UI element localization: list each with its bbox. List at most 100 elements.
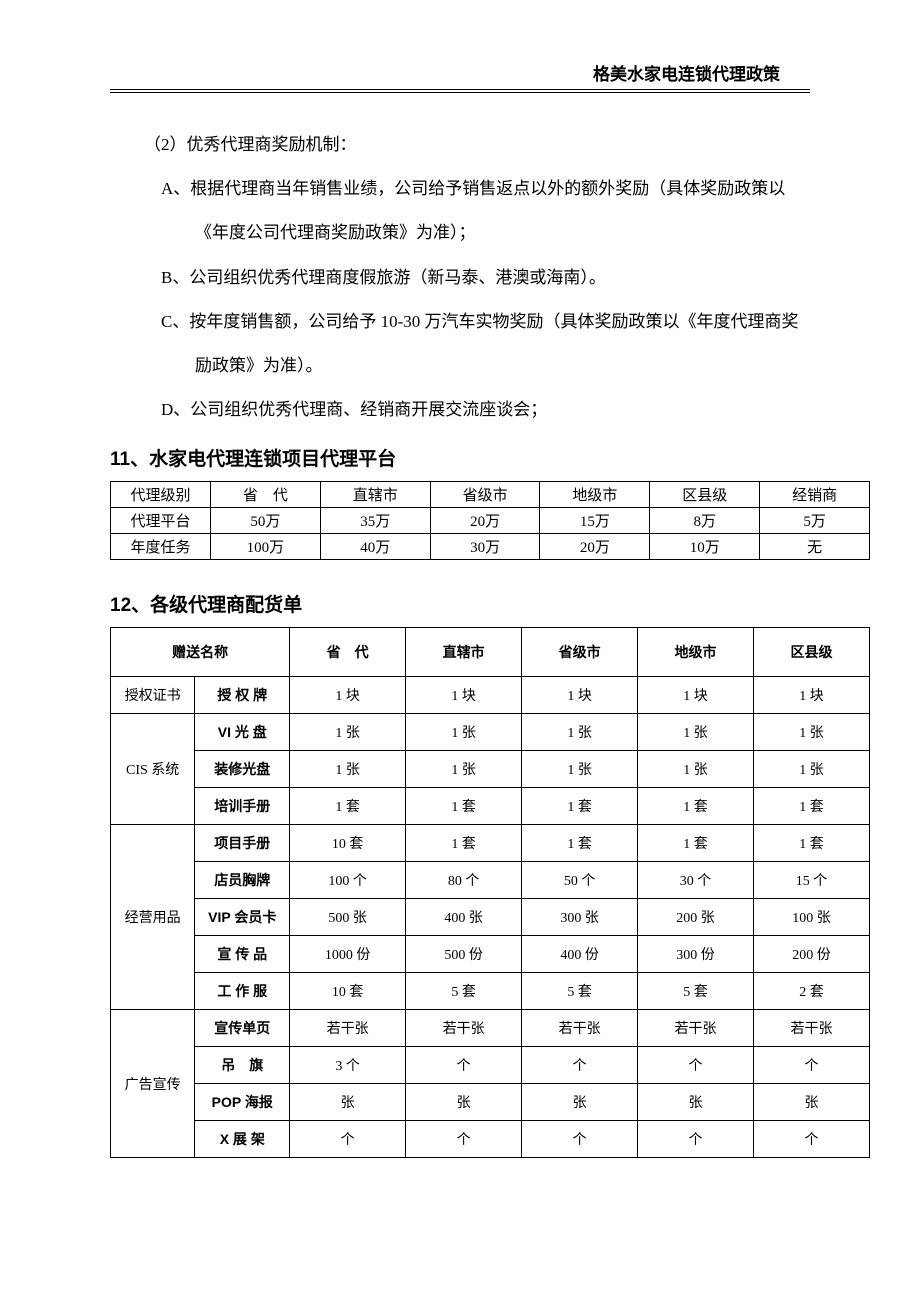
col-head: 区县级 xyxy=(650,482,760,508)
item-name: 吊 旗 xyxy=(195,1047,290,1084)
cell: 400 份 xyxy=(522,936,638,973)
cell: 张 xyxy=(406,1084,522,1121)
cell: 200 份 xyxy=(754,936,870,973)
intro-a: A、根据代理商当年销售业绩，公司给予销售返点以外的额外奖励（具体奖励政策以《年度… xyxy=(110,167,810,255)
cell: 张 xyxy=(522,1084,638,1121)
table-row: 年度任务 100万 40万 30万 20万 10万 无 xyxy=(111,534,870,560)
intro-c: C、按年度销售额，公司给予 10-30 万汽车实物奖励（具体奖励政策以《年度代理… xyxy=(110,300,810,388)
cell: 1 张 xyxy=(406,714,522,751)
col-head: 省级市 xyxy=(430,482,540,508)
cell: 若干张 xyxy=(406,1010,522,1047)
group-label: 授权证书 xyxy=(111,677,195,714)
cell: 30 个 xyxy=(638,862,754,899)
row-label: 代理平台 xyxy=(111,508,211,534)
group-label: 广告宣传 xyxy=(111,1010,195,1158)
table-row: 授权证书 授 权 牌 1 块 1 块 1 块 1 块 1 块 xyxy=(111,677,870,714)
cell: 20万 xyxy=(430,508,540,534)
cell: 100万 xyxy=(211,534,321,560)
cell: 1 张 xyxy=(638,751,754,788)
cell: 张 xyxy=(754,1084,870,1121)
section-11-heading: 11、水家电代理连锁项目代理平台 xyxy=(110,444,840,471)
table-row: X 展 架 个 个 个 个 个 xyxy=(111,1121,870,1158)
cell: 1 块 xyxy=(754,677,870,714)
table-header-row: 赠送名称 省 代 直辖市 省级市 地级市 区县级 xyxy=(111,628,870,677)
col-head: 区县级 xyxy=(754,628,870,677)
cell: 1 套 xyxy=(754,788,870,825)
cell: 个 xyxy=(522,1121,638,1158)
cell: 5 套 xyxy=(522,973,638,1010)
item-name: VI 光 盘 xyxy=(195,714,290,751)
cell: 1 块 xyxy=(406,677,522,714)
page-header: 格美水家电连锁代理政策 xyxy=(80,60,840,85)
cell: 5 套 xyxy=(638,973,754,1010)
row-label: 年度任务 xyxy=(111,534,211,560)
cell: 若干张 xyxy=(522,1010,638,1047)
cell: 1 块 xyxy=(522,677,638,714)
cell: 300 份 xyxy=(638,936,754,973)
table-distribution-list: 赠送名称 省 代 直辖市 省级市 地级市 区县级 授权证书 授 权 牌 1 块 … xyxy=(110,627,870,1158)
header-rule xyxy=(110,89,810,93)
cell: 1 块 xyxy=(638,677,754,714)
section-12-heading: 12、各级代理商配货单 xyxy=(110,590,840,617)
cell: 300 张 xyxy=(522,899,638,936)
header-title: 格美水家电连锁代理政策 xyxy=(593,65,780,84)
cell: 无 xyxy=(760,534,870,560)
cell: 个 xyxy=(754,1121,870,1158)
item-name: VIP 会员卡 xyxy=(195,899,290,936)
cell: 个 xyxy=(638,1047,754,1084)
cell: 1 块 xyxy=(290,677,406,714)
cell: 1 套 xyxy=(406,825,522,862)
cell: 1 张 xyxy=(290,751,406,788)
cell: 个 xyxy=(522,1047,638,1084)
group-label: 经营用品 xyxy=(111,825,195,1010)
col-head: 直辖市 xyxy=(320,482,430,508)
table-row: 代理平台 50万 35万 20万 15万 8万 5万 xyxy=(111,508,870,534)
cell: 100 张 xyxy=(754,899,870,936)
col-head: 省 代 xyxy=(211,482,321,508)
table-row: CIS 系统 VI 光 盘 1 张 1 张 1 张 1 张 1 张 xyxy=(111,714,870,751)
cell: 100 个 xyxy=(290,862,406,899)
item-name: 培训手册 xyxy=(195,788,290,825)
cell: 5万 xyxy=(760,508,870,534)
table-row: 培训手册 1 套 1 套 1 套 1 套 1 套 xyxy=(111,788,870,825)
item-name: 授 权 牌 xyxy=(195,677,290,714)
cell: 1 张 xyxy=(522,751,638,788)
cell: 500 份 xyxy=(406,936,522,973)
cell: 5 套 xyxy=(406,973,522,1010)
table-row: 代理级别 省 代 直辖市 省级市 地级市 区县级 经销商 xyxy=(111,482,870,508)
cell: 50万 xyxy=(211,508,321,534)
intro-block: （2）优秀代理商奖励机制： A、根据代理商当年销售业绩，公司给予销售返点以外的额… xyxy=(80,123,840,432)
item-name: X 展 架 xyxy=(195,1121,290,1158)
cell: 1 张 xyxy=(290,714,406,751)
item-name: POP 海报 xyxy=(195,1084,290,1121)
cell: 35万 xyxy=(320,508,430,534)
cell: 1 套 xyxy=(638,825,754,862)
intro-lead: （2）优秀代理商奖励机制： xyxy=(110,123,810,167)
cell: 若干张 xyxy=(638,1010,754,1047)
cell: 若干张 xyxy=(754,1010,870,1047)
table-row: 吊 旗 3 个 个 个 个 个 xyxy=(111,1047,870,1084)
cell: 40万 xyxy=(320,534,430,560)
col-head: 地级市 xyxy=(638,628,754,677)
table-agency-platform: 代理级别 省 代 直辖市 省级市 地级市 区县级 经销商 代理平台 50万 35… xyxy=(110,481,870,560)
cell: 个 xyxy=(754,1047,870,1084)
cell: 1 套 xyxy=(406,788,522,825)
cell: 个 xyxy=(406,1047,522,1084)
cell: 2 套 xyxy=(754,973,870,1010)
cell: 400 张 xyxy=(406,899,522,936)
table-row: POP 海报 张 张 张 张 张 xyxy=(111,1084,870,1121)
cell: 1 套 xyxy=(638,788,754,825)
intro-d: D、公司组织优秀代理商、经销商开展交流座谈会； xyxy=(110,388,810,432)
item-name: 装修光盘 xyxy=(195,751,290,788)
cell: 个 xyxy=(290,1121,406,1158)
item-name: 项目手册 xyxy=(195,825,290,862)
cell: 10 套 xyxy=(290,973,406,1010)
table-row: 装修光盘 1 张 1 张 1 张 1 张 1 张 xyxy=(111,751,870,788)
table-row: 工 作 服 10 套 5 套 5 套 5 套 2 套 xyxy=(111,973,870,1010)
item-name: 宣 传 品 xyxy=(195,936,290,973)
cell: 1 套 xyxy=(522,788,638,825)
cell: 10 套 xyxy=(290,825,406,862)
cell: 50 个 xyxy=(522,862,638,899)
col-head: 省 代 xyxy=(290,628,406,677)
cell: 1 张 xyxy=(522,714,638,751)
